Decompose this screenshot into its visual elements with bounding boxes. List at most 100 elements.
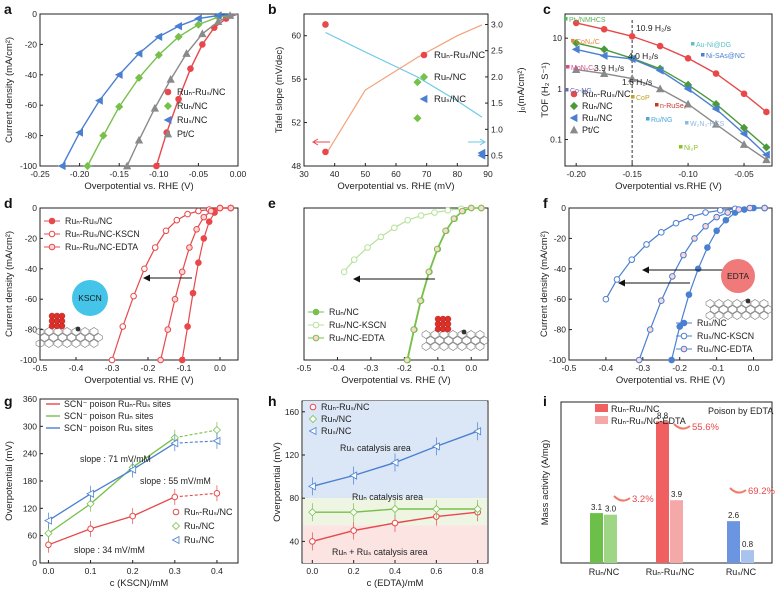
legend-label: Ruₛ/NC xyxy=(177,115,208,125)
y-tick-label: 0 xyxy=(32,558,37,568)
graphene-hex xyxy=(40,333,49,342)
graphene-hex xyxy=(750,311,760,320)
data-point xyxy=(390,458,399,467)
y-tick-label: 2.5 xyxy=(491,46,503,56)
extrapolated-line xyxy=(174,492,217,498)
data-point xyxy=(404,216,412,224)
legend-label: Ruₙ-Ruₛ/NC-KSCN xyxy=(65,229,140,239)
data-point xyxy=(628,32,636,40)
data-point xyxy=(194,20,203,29)
data-point xyxy=(45,541,52,549)
legend-marker xyxy=(569,101,579,111)
x-tick-label: -0.5 xyxy=(297,363,312,373)
graphene-hex xyxy=(62,327,72,336)
y-tick-label: 0 xyxy=(561,203,566,213)
graphene-hex xyxy=(723,299,733,308)
bar-value-label: 8.8 xyxy=(657,411,669,420)
data-point xyxy=(83,161,92,171)
legend-marker xyxy=(163,101,173,111)
data-point xyxy=(431,209,438,216)
x-tick-label: 0.0 xyxy=(465,363,477,373)
legend-marker xyxy=(308,414,318,424)
data-point xyxy=(655,66,664,75)
y-tick-label: -80 xyxy=(25,325,38,335)
y-tick-label: -20 xyxy=(554,233,567,243)
graphene-hex xyxy=(453,336,462,345)
data-point xyxy=(340,268,348,276)
y-axis-label: Overpotential (mV) xyxy=(272,442,283,522)
data-point xyxy=(157,356,164,364)
data-point xyxy=(200,213,208,221)
legend-label: Ruₙ/NC xyxy=(329,307,360,317)
graphene-hex xyxy=(49,333,58,342)
reference-label: MoNₓCᵧ xyxy=(571,65,596,72)
y-tick-label: -40 xyxy=(25,264,38,274)
legend-label: Ruₙ/NC xyxy=(184,521,215,531)
legend-label: Ruₙ/NC xyxy=(321,414,352,424)
legend-label: Ruₛ/NC-KSCN xyxy=(697,331,754,341)
data-point xyxy=(746,204,754,212)
tof-annotation: 3.9 H₂/s xyxy=(594,63,624,73)
slope-annotation: slope : 71 mV/mM xyxy=(80,454,151,464)
data-point xyxy=(184,210,191,218)
graphene-hex xyxy=(35,327,45,336)
legend-marker xyxy=(570,90,578,98)
graphene-hex xyxy=(728,305,737,314)
data-point xyxy=(128,465,137,474)
series-line xyxy=(406,207,482,361)
y-tick-label: 1 xyxy=(557,84,562,94)
y-tick-label: 52 xyxy=(292,118,302,128)
data-point xyxy=(164,326,172,333)
legend-marker xyxy=(48,230,56,238)
data-point xyxy=(704,244,711,251)
y-tick-label: 60 xyxy=(28,531,38,541)
tafel-point xyxy=(322,148,329,156)
x-tick-label: -0.4 xyxy=(330,363,345,373)
data-point xyxy=(680,251,687,259)
data-point xyxy=(308,508,317,517)
bar-value-label: 3.0 xyxy=(605,505,617,514)
graphene-hex xyxy=(759,311,769,320)
legend-label: Ruₙ-Ruₛ/NC xyxy=(611,404,660,414)
graphene-hex xyxy=(471,336,480,345)
area-label: Ruₙ + Ruₛ catalysis area xyxy=(332,547,428,557)
y-tick-label: 180 xyxy=(23,476,37,486)
bar xyxy=(590,513,603,563)
fit-line xyxy=(48,442,176,522)
x-tick-label: -0.5 xyxy=(562,363,577,373)
graphene-hex xyxy=(732,299,742,308)
data-point xyxy=(187,65,194,73)
data-point xyxy=(307,482,316,491)
rus-area-band xyxy=(303,401,487,499)
data-point xyxy=(86,499,95,508)
reference-marker xyxy=(701,53,705,57)
legend-label: Ruₛ/NC-EDTA xyxy=(697,344,753,354)
legend-marker xyxy=(569,113,578,123)
x-tick-label: -0.15 xyxy=(622,169,642,179)
data-point xyxy=(628,256,636,263)
graphene-hex xyxy=(723,311,733,320)
panel-label-i: i xyxy=(543,393,547,409)
panel-f: f -0.5 -0.4 -0.3 -0.2 -0.1 0.0 0 -20 -40 -60 -80 -10… xyxy=(539,195,773,386)
x-tick-label: 0.2 xyxy=(127,566,139,576)
graphene-hex xyxy=(67,333,76,342)
x-tick-label: -0.1 xyxy=(177,363,192,373)
reference-marker xyxy=(691,42,695,46)
panel-d: d -0.5 -0.4 -0.3 -0.2 -0.1 0.0 0 -20 -40 -60 -80 -10… xyxy=(4,195,239,386)
graphene-hex xyxy=(705,299,715,308)
y-tick-label: 56 xyxy=(292,74,302,84)
data-point xyxy=(467,204,475,212)
data-point xyxy=(170,439,179,448)
tof-annotation: 4.0 H₂/s xyxy=(628,51,658,61)
data-point xyxy=(672,219,680,227)
data-point xyxy=(178,356,186,364)
legend-label: Ruₙ/NC-KSCN xyxy=(329,320,386,330)
category-label: Ruₙ/NC xyxy=(589,567,620,577)
reference-label: Co-NG xyxy=(570,88,592,95)
data-point xyxy=(656,42,664,50)
shift-arrowhead xyxy=(642,266,649,274)
fit-legend-label: SCN⁻ poison Ruₙ sites xyxy=(64,411,154,421)
y-axis-label: Current density (mA/cm²) xyxy=(4,231,15,337)
y-tick-label: -40 xyxy=(25,70,38,80)
bar-value-label: 2.6 xyxy=(728,511,740,520)
